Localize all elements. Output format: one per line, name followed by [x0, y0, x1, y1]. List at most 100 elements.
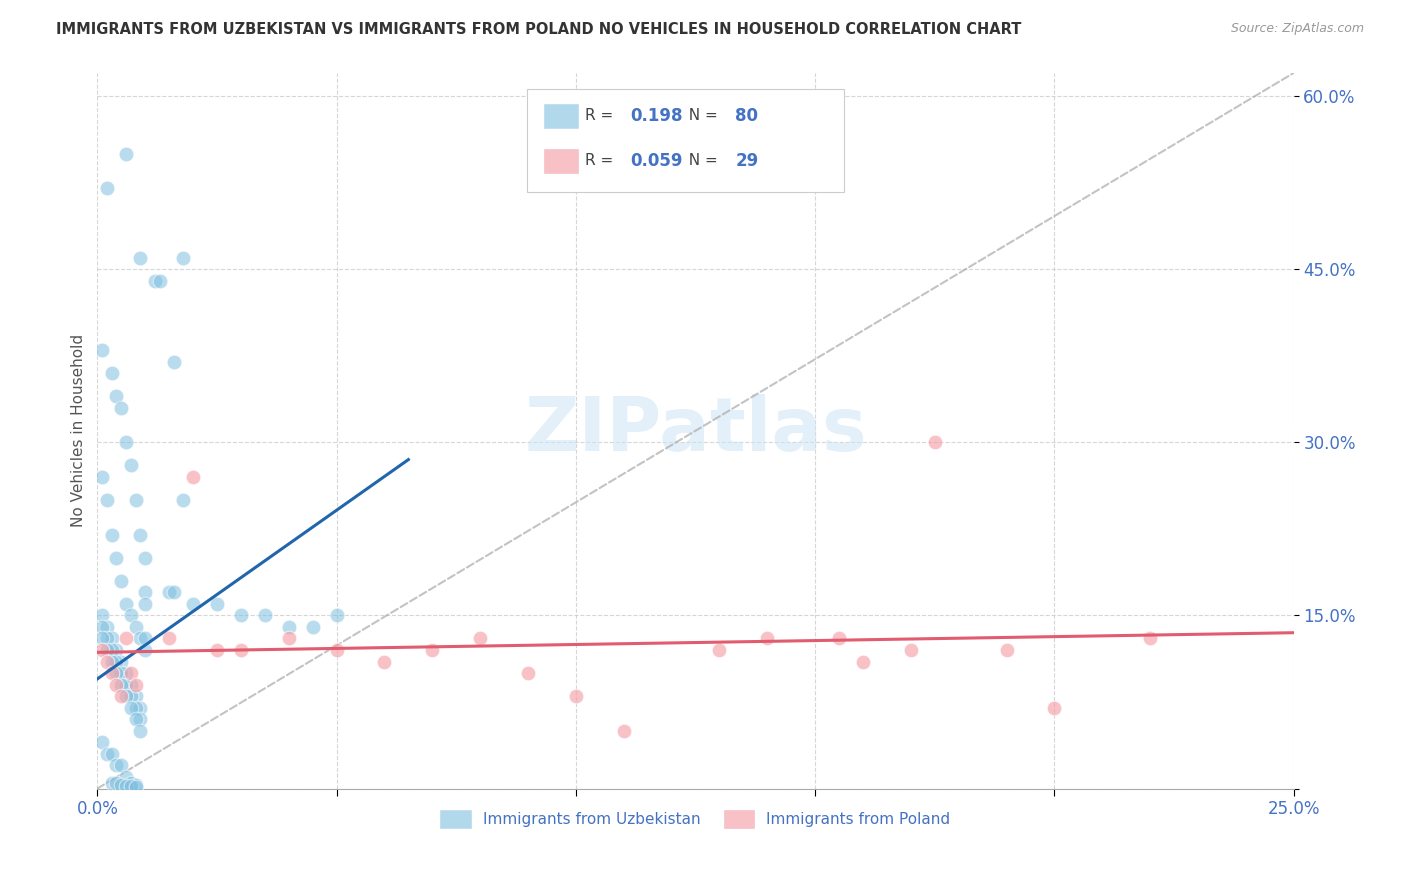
- Point: [100, 366, 122, 380]
- Point: [105, 666, 128, 681]
- Point: [96, 655, 118, 669]
- Text: 80: 80: [735, 107, 758, 125]
- Point: [110, 574, 132, 588]
- Point: [96, 632, 118, 646]
- Point: [120, 689, 142, 703]
- Point: [124, 678, 146, 692]
- Point: [277, 620, 299, 634]
- Point: [120, 779, 142, 793]
- Point: [470, 632, 492, 646]
- Text: N =: N =: [679, 153, 723, 168]
- Point: [115, 689, 138, 703]
- Point: [301, 620, 323, 634]
- Point: [115, 770, 138, 784]
- Point: [325, 608, 347, 623]
- Point: [96, 747, 118, 761]
- Point: [181, 597, 204, 611]
- Point: [1139, 632, 1161, 646]
- Point: [373, 655, 395, 669]
- Point: [709, 643, 731, 657]
- Point: [105, 389, 128, 403]
- Point: [120, 608, 142, 623]
- Point: [163, 585, 186, 599]
- Point: [325, 643, 347, 657]
- Text: 29: 29: [735, 152, 759, 169]
- Point: [115, 146, 138, 161]
- Legend: Immigrants from Uzbekistan, Immigrants from Poland: Immigrants from Uzbekistan, Immigrants f…: [434, 804, 956, 835]
- Point: [91, 470, 114, 484]
- Point: [134, 643, 156, 657]
- Point: [91, 632, 114, 646]
- Point: [100, 632, 122, 646]
- Text: N =: N =: [679, 109, 723, 123]
- Text: 0.059: 0.059: [630, 152, 682, 169]
- Point: [115, 666, 138, 681]
- Point: [105, 758, 128, 772]
- Text: ZIPatlas: ZIPatlas: [524, 394, 868, 467]
- Text: Source: ZipAtlas.com: Source: ZipAtlas.com: [1230, 22, 1364, 36]
- Text: IMMIGRANTS FROM UZBEKISTAN VS IMMIGRANTS FROM POLAND NO VEHICLES IN HOUSEHOLD CO: IMMIGRANTS FROM UZBEKISTAN VS IMMIGRANTS…: [56, 22, 1022, 37]
- Point: [124, 493, 146, 508]
- Point: [110, 689, 132, 703]
- Text: R =: R =: [585, 109, 619, 123]
- Point: [100, 655, 122, 669]
- Text: R =: R =: [585, 153, 619, 168]
- Point: [115, 435, 138, 450]
- Text: 0.198: 0.198: [630, 107, 682, 125]
- Point: [420, 643, 443, 657]
- Point: [91, 643, 114, 657]
- Point: [134, 585, 156, 599]
- Point: [105, 550, 128, 565]
- Point: [157, 632, 180, 646]
- Point: [756, 632, 779, 646]
- Point: [110, 401, 132, 415]
- Point: [134, 597, 156, 611]
- Point: [173, 493, 195, 508]
- Point: [115, 597, 138, 611]
- Point: [924, 435, 946, 450]
- Point: [129, 700, 152, 714]
- Point: [205, 597, 228, 611]
- Point: [124, 778, 146, 792]
- Point: [253, 608, 276, 623]
- Point: [96, 493, 118, 508]
- Point: [129, 712, 152, 726]
- Point: [110, 655, 132, 669]
- Point: [100, 747, 122, 761]
- Point: [100, 666, 122, 681]
- Point: [115, 678, 138, 692]
- Point: [100, 527, 122, 541]
- Point: [828, 632, 851, 646]
- Point: [96, 181, 118, 195]
- Point: [173, 251, 195, 265]
- Point: [105, 643, 128, 657]
- Point: [143, 274, 166, 288]
- Point: [120, 666, 142, 681]
- Point: [852, 655, 875, 669]
- Point: [565, 689, 588, 703]
- Point: [613, 723, 636, 738]
- Point: [120, 700, 142, 714]
- Point: [115, 779, 138, 793]
- Point: [100, 776, 122, 790]
- Point: [124, 712, 146, 726]
- Point: [100, 643, 122, 657]
- Point: [110, 666, 132, 681]
- Point: [229, 608, 252, 623]
- Point: [124, 620, 146, 634]
- Point: [129, 723, 152, 738]
- Point: [120, 776, 142, 790]
- Point: [181, 470, 204, 484]
- Point: [96, 643, 118, 657]
- Point: [129, 632, 152, 646]
- Point: [124, 689, 146, 703]
- Point: [110, 758, 132, 772]
- Point: [517, 666, 540, 681]
- Point: [229, 643, 252, 657]
- Point: [105, 655, 128, 669]
- Point: [124, 780, 146, 795]
- Point: [120, 458, 142, 473]
- Point: [129, 527, 152, 541]
- Point: [124, 700, 146, 714]
- Point: [163, 354, 186, 368]
